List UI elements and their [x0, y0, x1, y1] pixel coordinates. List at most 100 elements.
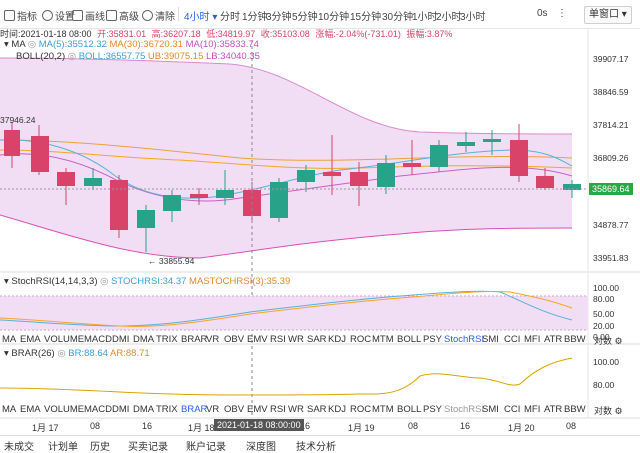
indicator-tab[interactable]: StochRSI — [444, 404, 485, 415]
indicator-icon — [4, 10, 15, 21]
indicator-tab[interactable]: VOLUME — [44, 334, 85, 345]
indicator-tab[interactable]: OBV — [224, 334, 245, 345]
indicator-tab[interactable]: SMI — [482, 334, 499, 345]
indicator-tab[interactable]: WR — [288, 334, 304, 345]
indicator-tab[interactable]: MTM — [372, 334, 394, 345]
ohlc-low: 低:34819.97 — [206, 29, 256, 39]
indicator-tab-active[interactable]: StochRSI — [444, 334, 485, 345]
chart-canvas[interactable] — [0, 28, 640, 435]
indicator-tab[interactable]: MTM — [372, 404, 394, 415]
indicator-tab[interactable]: ATR — [544, 334, 563, 345]
indicator-list-2: MA EMA VOLUME MACD DMI DMA TRIX BRAR VR … — [0, 404, 588, 416]
chevron-down-icon[interactable]: ▾ — [4, 276, 9, 287]
indicator-tab[interactable]: EMV — [247, 404, 268, 415]
brar-name: BRAR(26) — [11, 348, 55, 359]
tab-technical-analysis[interactable]: 技术分析 — [296, 442, 336, 453]
indicator-tab[interactable]: BBW — [564, 334, 586, 345]
indicator-tab[interactable]: WR — [288, 404, 304, 415]
tab-trade-records[interactable]: 买卖记录 — [128, 442, 168, 453]
indicator-tab[interactable]: DMI — [112, 334, 130, 345]
chart-toolbar: 指标 设置 画线 高级 清除 4小时 ▾ 分时 1分钟 3分钟 5分钟 10分钟… — [0, 0, 640, 29]
tab-account-records[interactable]: 账户记录 — [186, 442, 226, 453]
indicator-tab[interactable]: TRIX — [156, 404, 178, 415]
indicator-tab[interactable]: MACD — [84, 404, 112, 415]
chevron-down-icon[interactable]: ▾ — [4, 348, 9, 359]
indicator-tab[interactable]: KDJ — [328, 334, 346, 345]
indicator-tab[interactable]: DMA — [133, 334, 155, 345]
eye-icon[interactable]: ◎ — [67, 51, 77, 62]
interval-0[interactable]: 分时 — [220, 12, 240, 23]
indicator-tab[interactable]: MA — [2, 404, 17, 415]
indicator-tab[interactable]: BRAR — [181, 334, 208, 345]
indicator-tab[interactable]: PSY — [423, 404, 443, 415]
indicator-tab[interactable]: OBV — [224, 404, 245, 415]
indicator-tab[interactable]: CCI — [504, 334, 521, 345]
indicator-tab[interactable]: DMA — [133, 404, 155, 415]
more-icon[interactable]: ⋮ — [557, 8, 567, 19]
indicator-tab[interactable]: ROC — [350, 404, 372, 415]
log-scale-toggle[interactable]: 对数 ⚙ — [594, 406, 623, 416]
eye-icon[interactable]: ◎ — [100, 276, 109, 287]
window-mode-button[interactable]: 单窗口 ▾ — [584, 6, 632, 24]
chevron-down-icon[interactable]: ▾ — [4, 39, 9, 50]
interval-6[interactable]: 30分钟 — [382, 12, 414, 23]
tab-history[interactable]: 历史 — [90, 442, 110, 453]
indicators-button[interactable]: 指标 — [4, 8, 37, 23]
tab-depth-chart[interactable]: 深度图 — [246, 442, 276, 453]
interval-9[interactable]: 3小时 — [460, 12, 486, 23]
interval-2[interactable]: 3分钟 — [266, 12, 292, 23]
indicator-tab[interactable]: SAR — [307, 404, 327, 415]
eye-icon[interactable]: ◎ — [27, 39, 37, 50]
tab-open-orders[interactable]: 未成交 — [4, 442, 34, 453]
boll-lb-value: LB:34040.35 — [206, 51, 260, 62]
indicator-tab[interactable]: BOLL — [397, 404, 422, 415]
interval-selector[interactable]: 4小时 ▾ — [184, 12, 218, 23]
indicator-tab[interactable]: EMA — [20, 404, 41, 415]
eye-icon[interactable]: ◎ — [57, 348, 66, 359]
indicator-tab[interactable]: EMV — [247, 334, 268, 345]
interval-8[interactable]: 2小时 — [436, 12, 462, 23]
indicator-tab[interactable]: CCI — [504, 404, 521, 415]
interval-1[interactable]: 1分钟 — [242, 12, 268, 23]
indicator-list-1: MA EMA VOLUME MACD DMI DMA TRIX BRAR VR … — [0, 334, 588, 346]
indicator-tab[interactable]: VOLUME — [44, 404, 85, 415]
log-scale-toggle[interactable]: 对数 ⚙ — [594, 336, 623, 346]
indicator-tab[interactable]: ROC — [350, 334, 372, 345]
draw-button[interactable]: 画线 — [72, 8, 105, 23]
stochrsi-axis-label: 80.00 — [593, 294, 615, 304]
indicator-tab[interactable]: DMI — [112, 404, 130, 415]
indicator-tab[interactable]: MA — [2, 334, 17, 345]
indicator-tab[interactable]: RSI — [270, 334, 286, 345]
interval-7[interactable]: 1小时 — [412, 12, 438, 23]
indicator-tab[interactable]: RSI — [270, 404, 286, 415]
indicator-tab[interactable]: BOLL — [397, 334, 422, 345]
interval-3[interactable]: 5分钟 — [292, 12, 318, 23]
indicator-tab[interactable]: EMA — [20, 334, 41, 345]
gear-icon: ⚙ — [614, 336, 623, 346]
candle — [536, 176, 554, 188]
tab-plan-orders[interactable]: 计划单 — [48, 442, 78, 453]
indicator-tab[interactable]: ATR — [544, 404, 563, 415]
candle — [31, 136, 49, 172]
interval-4[interactable]: 10分钟 — [318, 12, 350, 23]
indicator-tab-active[interactable]: BRAR — [181, 404, 208, 415]
advanced-button[interactable]: 高级 — [106, 8, 139, 23]
indicator-tab[interactable]: MFI — [524, 404, 541, 415]
stochrsi-axis-label: 50.00 — [593, 309, 615, 319]
indicator-tab[interactable]: TRIX — [156, 334, 178, 345]
indicator-tab[interactable]: PSY — [423, 334, 443, 345]
stochrsi-axis-label: 20.00 — [593, 321, 615, 331]
indicator-tab[interactable]: VR — [206, 334, 220, 345]
indicator-tab[interactable]: VR — [206, 404, 220, 415]
indicator-tab[interactable]: MFI — [524, 334, 541, 345]
ohlc-high: 高:36207.18 — [151, 29, 201, 39]
interval-5[interactable]: 15分钟 — [350, 12, 382, 23]
indicator-tab[interactable]: KDJ — [328, 404, 346, 415]
clear-button[interactable]: 清除 — [142, 8, 175, 23]
indicator-tab[interactable]: MACD — [84, 334, 112, 345]
candle — [563, 184, 581, 190]
settings-button[interactable]: 设置 — [42, 8, 75, 23]
indicator-tab[interactable]: SMI — [482, 404, 499, 415]
indicator-tab[interactable]: BBW — [564, 404, 586, 415]
indicator-tab[interactable]: SAR — [307, 334, 327, 345]
